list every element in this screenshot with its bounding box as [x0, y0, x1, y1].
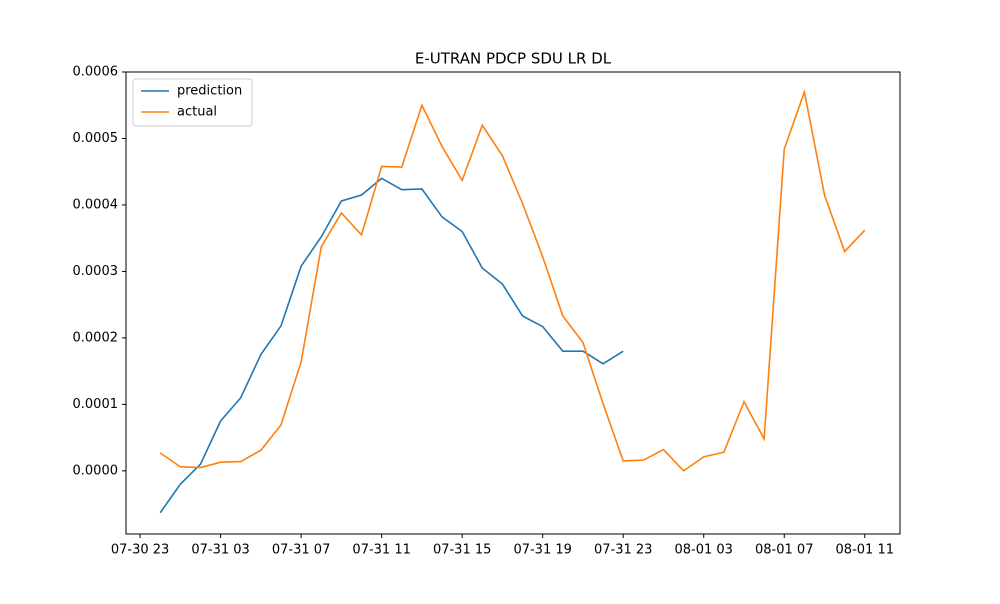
- x-tick-label: 07-30 23: [111, 543, 169, 558]
- x-tick-label: 08-01 11: [836, 543, 894, 558]
- chart-title: E-UTRAN PDCP SDU LR DL: [415, 50, 612, 68]
- y-tick-label: 0.0006: [73, 65, 119, 80]
- legend-label: actual: [177, 105, 217, 120]
- series-line: [159, 177, 624, 514]
- y-tick-label: 0.0003: [73, 264, 119, 279]
- y-tick-label: 0.0005: [73, 131, 119, 146]
- y-tick-label: 0.0001: [73, 397, 119, 412]
- x-tick-label: 07-31 07: [272, 543, 330, 558]
- legend-label: prediction: [177, 84, 242, 99]
- series-line: [159, 88, 866, 472]
- y-tick-label: 0.0000: [73, 463, 119, 478]
- x-tick-label: 07-31 15: [433, 543, 491, 558]
- x-tick-label: 07-31 19: [513, 543, 571, 558]
- x-tick-label: 07-31 11: [352, 543, 410, 558]
- y-tick-label: 0.0004: [73, 197, 119, 212]
- plot-area: [125, 71, 901, 535]
- x-tick-label: 07-31 03: [191, 543, 249, 558]
- x-tick-label: 08-01 07: [755, 543, 813, 558]
- y-tick-label: 0.0002: [73, 330, 119, 345]
- x-tick-label: 08-01 03: [675, 543, 733, 558]
- legend: prediction actual: [132, 78, 253, 127]
- x-tick-label: 07-31 23: [594, 543, 652, 558]
